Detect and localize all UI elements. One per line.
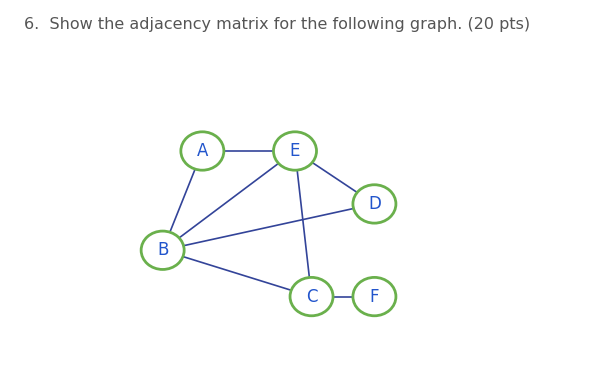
Text: E: E bbox=[290, 142, 300, 160]
Ellipse shape bbox=[274, 132, 316, 170]
Text: B: B bbox=[157, 241, 168, 259]
Ellipse shape bbox=[353, 277, 396, 316]
Ellipse shape bbox=[141, 231, 184, 270]
Ellipse shape bbox=[181, 132, 224, 170]
Text: D: D bbox=[368, 195, 381, 213]
Text: A: A bbox=[196, 142, 208, 160]
Text: F: F bbox=[370, 288, 379, 306]
Ellipse shape bbox=[290, 277, 333, 316]
Text: 6.  Show the adjacency matrix for the following graph. (20 pts): 6. Show the adjacency matrix for the fol… bbox=[24, 17, 530, 32]
Ellipse shape bbox=[353, 185, 396, 223]
Text: C: C bbox=[306, 288, 317, 306]
